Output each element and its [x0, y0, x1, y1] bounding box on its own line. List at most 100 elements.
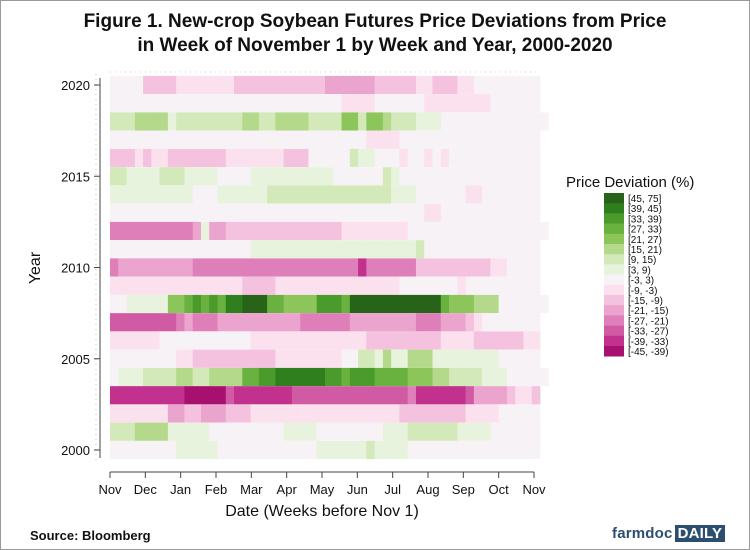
legend-swatch: [604, 284, 624, 296]
heatmap-cell: [457, 422, 491, 441]
heatmap-cell: [531, 386, 541, 405]
heatmap-cell: [440, 203, 541, 222]
heatmap-cell: [184, 313, 194, 332]
heatmap-cell: [391, 167, 400, 186]
heatmap-cell: [200, 294, 210, 314]
heatmap-cell: [275, 94, 342, 113]
heatmap-cell: [374, 94, 425, 113]
heatmap-cell: [258, 313, 301, 332]
legend-swatch: [604, 193, 624, 204]
heatmap-cell: [440, 221, 549, 241]
heatmap-cell: [341, 349, 359, 368]
legend-label: [-3, 3): [628, 276, 654, 287]
heatmap-cell: [457, 75, 475, 95]
heatmap-cell: [341, 94, 376, 113]
heatmap-cell: [110, 148, 136, 168]
heatmap-cell: [184, 167, 218, 186]
heatmap-cell: [242, 294, 268, 314]
heatmap-cell: [366, 130, 400, 149]
heatmap-cell: [200, 75, 235, 95]
heatmap-cell: [176, 112, 243, 131]
heatmap-cell: [407, 386, 417, 405]
legend-label: [15, 21): [628, 245, 662, 256]
heatmap-cell: [440, 148, 450, 168]
heatmap-cell: [234, 240, 251, 259]
legend-label: [27, 33): [628, 225, 662, 236]
heatmap-cell: [217, 294, 227, 314]
heatmap-cell: [200, 404, 227, 423]
y-tick-label: 2000: [61, 443, 90, 458]
heatmap-cell: [349, 148, 359, 168]
heatmap-cell: [110, 331, 161, 350]
heatmap-cell: [382, 167, 392, 186]
heatmap-cell: [473, 331, 524, 350]
legend-swatch: [604, 295, 624, 306]
y-tick-label: 2005: [61, 352, 90, 367]
x-tick-label: Feb: [205, 482, 227, 497]
heatmap-cell: [275, 367, 326, 387]
heatmap-cell: [110, 313, 177, 332]
heatmap-cell: [415, 386, 450, 405]
heatmap-cell: [176, 75, 202, 95]
brand-part-1: farmdoc: [612, 525, 673, 542]
heatmap-cell: [506, 386, 516, 405]
heatmap-cell: [167, 422, 210, 441]
heatmap-cell: [118, 367, 144, 387]
legend-label: [-9, -3): [628, 286, 657, 297]
heatmap-cell: [225, 221, 276, 241]
legend-title: Price Deviation (%): [566, 174, 695, 191]
heatmap-cell: [192, 258, 359, 277]
heatmap-cell: [473, 294, 483, 314]
heatmap-cell: [209, 148, 227, 168]
heatmap-cell: [217, 440, 251, 460]
heatmap-cell: [134, 422, 169, 441]
heatmap-cell: [110, 404, 169, 423]
heatmap-cell: [134, 112, 169, 131]
heatmap-cell: [167, 294, 185, 314]
heatmap-cell: [506, 367, 549, 387]
heatmap-cell: [424, 240, 541, 259]
heatmap-cell: [234, 75, 285, 95]
heatmap-cell: [250, 440, 318, 460]
x-tick-label: Jul: [384, 482, 401, 497]
x-tick-label: Jun: [347, 482, 368, 497]
heatmap-cell: [258, 112, 276, 131]
heatmap-cell: [449, 148, 541, 168]
heatmap-cell: [415, 112, 442, 131]
heatmap-cell: [225, 386, 235, 405]
x-tick-label: Jan: [170, 482, 191, 497]
heatmap-cell: [225, 404, 251, 423]
legend-swatch: [604, 325, 624, 337]
heatmap-cell: [110, 75, 144, 95]
heatmap-cell: [349, 313, 417, 332]
heatmap-cell: [217, 313, 260, 332]
heatmap-cell: [176, 240, 210, 259]
heatmap-cell: [325, 75, 376, 95]
heatmap-cell: [250, 240, 392, 259]
heatmap-cell: [415, 258, 491, 277]
x-tick-label: Mar: [240, 482, 263, 497]
heatmap-cell: [275, 112, 309, 131]
heatmap-cell: [506, 258, 541, 277]
heatmap-cell: [242, 367, 260, 387]
heatmap-cell: [498, 349, 541, 368]
heatmap-cell: [457, 94, 491, 113]
heatmap-cell: [126, 294, 169, 314]
heatmap-cell: [349, 294, 442, 314]
heatmap-cell: [110, 112, 136, 131]
heatmap-cell: [143, 148, 152, 168]
heatmap-cell: [374, 349, 384, 368]
heatmap-cell: [440, 440, 541, 460]
heatmap-cell: [159, 240, 177, 259]
x-tick-label: Nov: [522, 482, 546, 497]
heatmap-cell: [358, 349, 376, 368]
heatmap-cell: [465, 404, 500, 423]
heatmap-cell: [110, 167, 127, 186]
heatmap-cell: [291, 221, 342, 241]
brand-logo: farmdoc DAILY: [612, 525, 726, 542]
heatmap-cell: [440, 331, 475, 350]
heatmap-cell: [217, 167, 251, 186]
heatmap-cell: [366, 258, 417, 277]
heatmap-cell: [424, 203, 442, 222]
